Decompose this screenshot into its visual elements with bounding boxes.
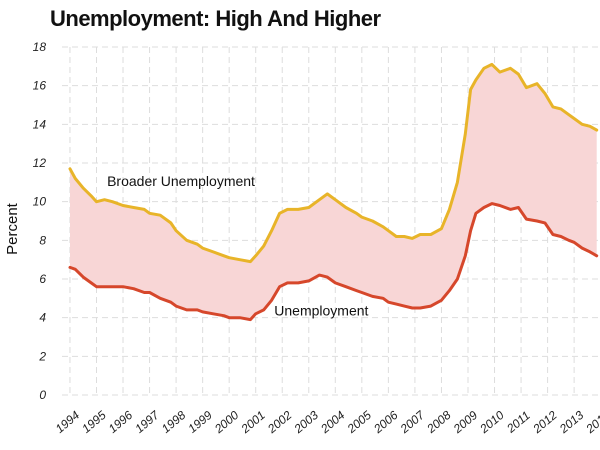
x-tick-label: 2012 <box>530 408 560 437</box>
broader-unemployment-line <box>68 62 599 264</box>
x-tick-label: 2003 <box>291 408 321 437</box>
x-tick-label: 2000 <box>211 408 241 437</box>
y-tick-label: 10 <box>33 195 47 209</box>
y-tick-label: 12 <box>33 156 47 170</box>
series-annotation: Broader Unemployment <box>107 173 255 189</box>
x-tick-label: 1994 <box>53 408 83 436</box>
y-tick-label: 16 <box>33 79 47 93</box>
x-tick-label: 2006 <box>370 408 400 437</box>
x-tick-label: 2010 <box>476 408 506 437</box>
x-tick-label: 2005 <box>344 408 374 437</box>
x-tick-label: 2002 <box>264 408 294 437</box>
x-tick-label: 2014 <box>583 408 600 437</box>
unemployment-line <box>68 202 599 322</box>
y-tick-label: 2 <box>38 349 46 363</box>
x-tick-label: 2008 <box>423 408 453 437</box>
y-axis-title: Percent <box>4 202 21 255</box>
series-lines <box>68 62 599 322</box>
y-tick-labels: 0 2 4 6 8 10 12 14 16 18 <box>33 40 47 402</box>
chart-title: Unemployment: High And Higher <box>50 6 381 31</box>
y-tick-label: 4 <box>39 311 46 325</box>
x-tick-label: 2009 <box>450 408 480 437</box>
x-tick-label: 2007 <box>397 407 428 436</box>
y-tick-label: 6 <box>39 272 46 286</box>
x-tick-label: 2004 <box>317 408 347 437</box>
x-tick-labels: 1994199519961997199819992000200120022003… <box>53 407 600 436</box>
x-tick-label: 1995 <box>79 408 109 436</box>
y-tick-label: 14 <box>33 117 47 131</box>
series-annotations: Broader Unemployment Unemployment <box>107 173 368 319</box>
series-annotation: Unemployment <box>274 303 368 319</box>
x-tick-label: 2013 <box>556 408 586 437</box>
x-tick-label: 2011 <box>503 408 533 436</box>
y-tick-label: 18 <box>33 40 47 54</box>
y-tick-label: 0 <box>39 388 46 402</box>
x-tick-label: 1997 <box>132 407 162 436</box>
x-tick-label: 1996 <box>106 408 136 436</box>
y-tick-label: 8 <box>39 233 46 247</box>
x-tick-label: 1999 <box>185 408 215 436</box>
x-tick-label: 1998 <box>159 408 189 436</box>
x-tick-label: 2001 <box>238 408 268 437</box>
